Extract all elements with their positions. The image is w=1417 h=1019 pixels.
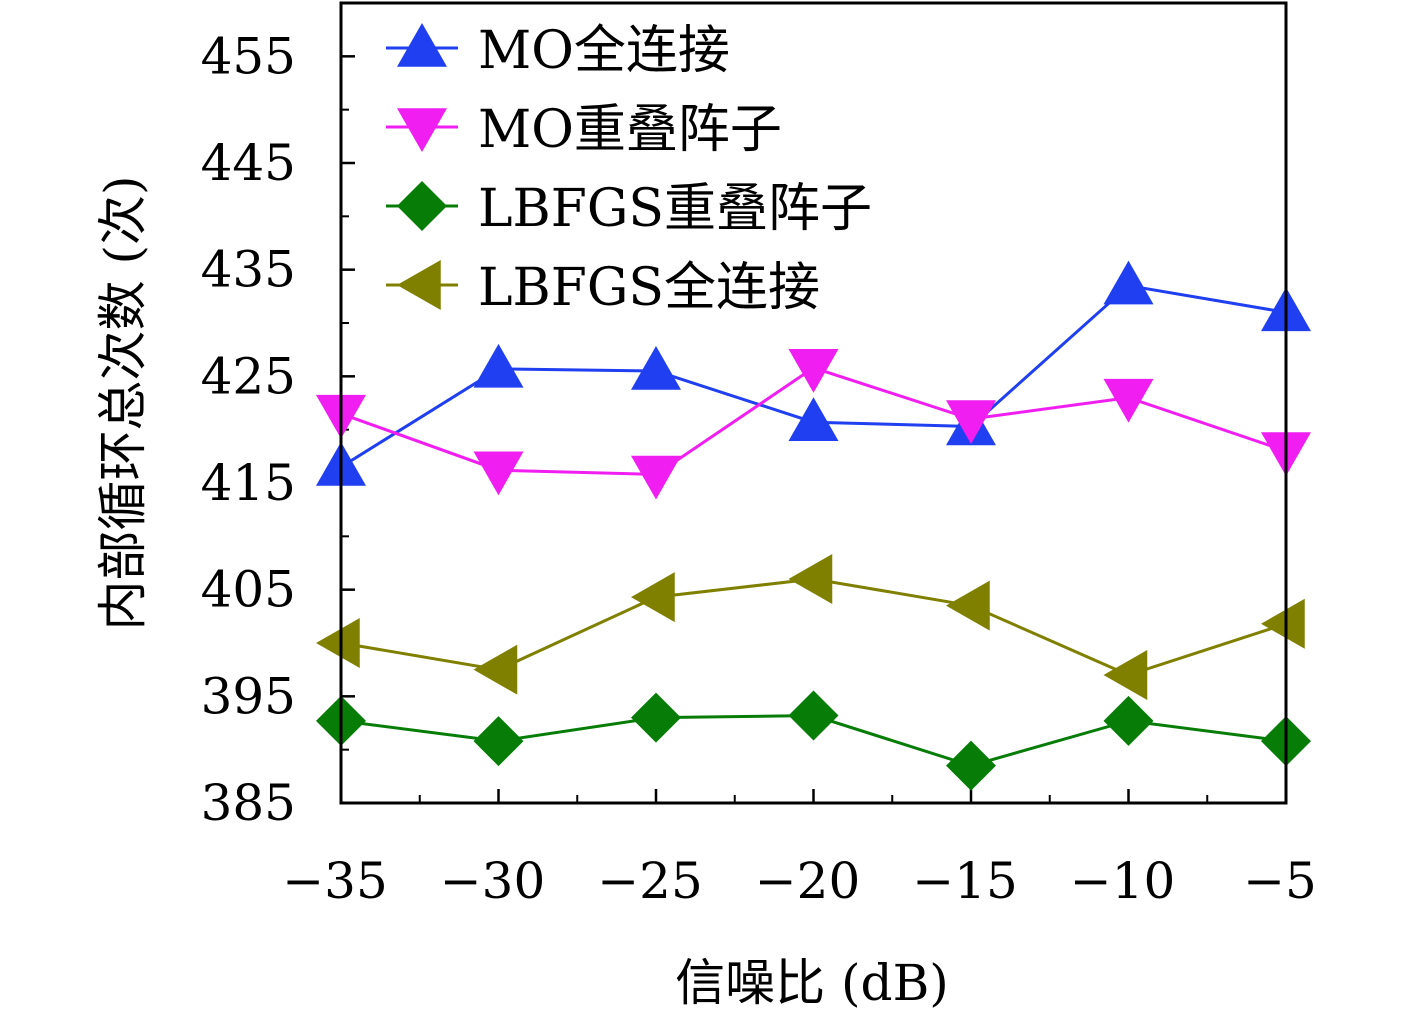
y-tick-label: 425 [201, 347, 296, 405]
data-point [473, 644, 518, 695]
legend-label: LBFGS重叠阵子 [478, 179, 872, 239]
data-point [316, 618, 360, 668]
data-point [946, 400, 996, 444]
x-tick-labels: −35 −30 −25 −20 −15 −10 −5 [282, 852, 1317, 910]
data-point [788, 554, 833, 604]
legend-item: LBFGS重叠阵子 [386, 179, 872, 239]
data-point [946, 740, 996, 791]
plot-frame [339, 1, 1288, 805]
data-point [788, 690, 839, 741]
legend-label: LBFGS全连接 [478, 258, 820, 318]
x-tick-label: −10 [1070, 852, 1176, 910]
data-point [473, 716, 524, 767]
legend-marker [397, 108, 447, 152]
y-tick-label: 385 [201, 774, 296, 832]
y-tick-label: 395 [201, 667, 296, 725]
x-axis-title: 信噪比 (dB) [675, 954, 949, 1012]
legend-label: MO全连接 [478, 21, 730, 81]
data-point [788, 397, 839, 441]
data-point [946, 580, 990, 631]
data-point [1261, 598, 1305, 649]
data-point [1103, 650, 1148, 700]
y-tick-label: 445 [201, 134, 296, 192]
data-point [631, 692, 681, 743]
legend: MO全连接 MO重叠阵子 LBFGS重叠阵子 LBFGS全连接 [386, 21, 872, 318]
data-point [473, 343, 524, 388]
series-4 [316, 554, 1305, 700]
legend-marker [397, 23, 447, 67]
data-point [1103, 695, 1154, 746]
data-point [631, 455, 681, 500]
y-tick-label: 455 [201, 27, 296, 85]
y-tick-label: 435 [201, 241, 296, 299]
legend-marker [397, 181, 447, 231]
x-tick-label: −20 [755, 852, 861, 910]
data-point [473, 451, 524, 496]
legend-item: MO重叠阵子 [386, 100, 782, 160]
legend-label: MO重叠阵子 [478, 100, 782, 160]
x-tick-label: −15 [912, 852, 1018, 910]
data-point [1103, 378, 1154, 423]
series-3 [316, 690, 1311, 791]
series-layer [316, 260, 1311, 791]
data-point [1103, 260, 1154, 305]
y-axis-title: 内部循环总次数 (次) [94, 176, 152, 631]
legend-item: MO全连接 [386, 21, 730, 81]
x-tick-label: −35 [282, 852, 388, 910]
data-point [788, 349, 839, 393]
y-tick-label: 415 [201, 454, 296, 512]
data-point [631, 346, 681, 390]
y-tick-labels: 385 395 405 415 425 435 445 455 [201, 27, 296, 832]
legend-marker [397, 260, 441, 310]
x-tick-label: −30 [440, 852, 546, 910]
legend-item: LBFGS全连接 [386, 258, 820, 318]
y-tick-label: 405 [201, 561, 296, 619]
x-tick-label: −5 [1243, 852, 1317, 910]
series-1 [316, 260, 1311, 486]
data-point [631, 572, 675, 623]
x-tick-label: −25 [597, 852, 703, 910]
